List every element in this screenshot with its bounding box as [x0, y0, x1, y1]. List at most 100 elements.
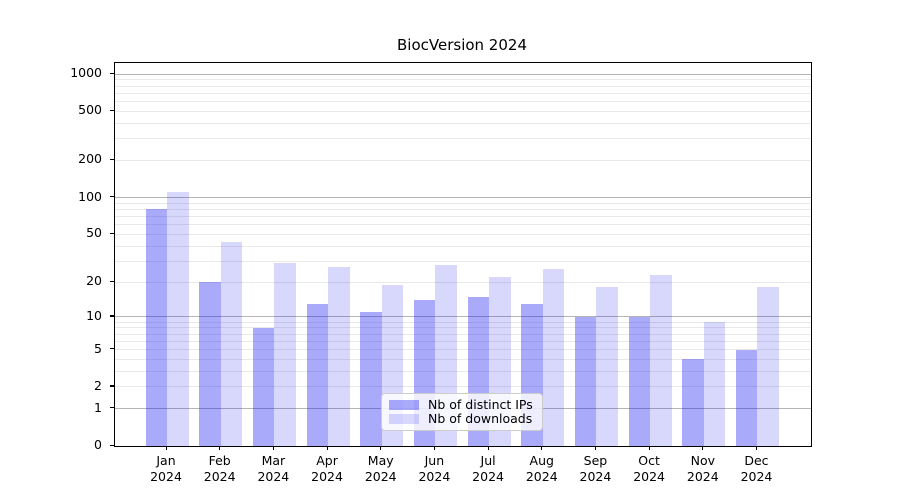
y-tick-label: 0	[94, 437, 102, 452]
gridline-minor	[115, 122, 811, 124]
plot-area: Nb of distinct IPs Nb of downloads	[114, 62, 812, 447]
y-tick-mark	[110, 315, 114, 317]
x-tick-label: Mar 2024	[257, 453, 290, 484]
legend-row-downloads: Nb of downloads	[389, 412, 534, 426]
y-tick-mark	[110, 72, 114, 74]
gridline-major	[115, 316, 811, 318]
x-tick-mark	[433, 446, 436, 450]
gridline-minor	[115, 224, 811, 226]
x-tick-label: Sep 2024	[579, 453, 612, 484]
gridline-minor	[115, 281, 811, 283]
bar-distinct-ips-oct	[628, 316, 651, 446]
legend-swatch-downloads	[389, 414, 419, 424]
gridline-minor	[115, 110, 811, 112]
x-tick-mark	[165, 446, 167, 450]
y-tick-mark	[110, 385, 114, 387]
legend-label-downloads: Nb of downloads	[428, 411, 533, 426]
x-tick-mark	[755, 446, 758, 450]
bar-distinct-ips-feb	[199, 282, 221, 446]
x-tick-label: Nov 2024	[686, 453, 719, 484]
bar-downloads-aug	[542, 268, 565, 446]
x-tick-mark	[648, 446, 650, 450]
y-tick-mark	[110, 158, 114, 161]
y-tick-label: 500	[78, 102, 102, 118]
x-tick-label: Jun 2024	[418, 453, 451, 484]
bar-downloads-dec	[757, 287, 779, 446]
y-tick-mark	[110, 280, 114, 282]
gridline-minor	[115, 92, 811, 94]
x-tick-mark	[272, 446, 275, 450]
gridline-minor	[115, 233, 811, 235]
bar-downloads-mar	[274, 262, 296, 446]
gridline-minor	[115, 85, 811, 87]
bar-downloads-jan	[167, 192, 189, 446]
x-tick-mark	[487, 446, 489, 450]
y-tick-label: 200	[78, 151, 102, 167]
gridline-minor	[115, 79, 811, 81]
gridline-minor	[115, 216, 811, 217]
gridline-minor	[115, 245, 811, 247]
bar-downloads-oct	[650, 274, 672, 446]
gridline-minor	[115, 370, 811, 372]
chart-title: BiocVersion 2024	[397, 36, 527, 54]
x-tick-mark	[594, 446, 597, 450]
x-tick-label: Jan 2024	[150, 453, 182, 484]
gridline-minor	[115, 340, 811, 342]
gridline-minor	[115, 260, 811, 262]
bar-distinct-ips-jan	[145, 209, 167, 446]
gridline-minor	[115, 208, 811, 210]
bar-distinct-ips-apr	[306, 303, 329, 446]
y-tick-mark	[110, 444, 114, 446]
bar-distinct-ips-sep	[574, 316, 597, 446]
x-tick-label: Dec 2024	[740, 453, 773, 484]
bar-downloads-nov	[703, 322, 726, 446]
gridline-minor	[115, 321, 811, 323]
y-tick-label: 1000	[70, 65, 102, 81]
gridline-minor	[115, 386, 811, 388]
gridline-minor	[115, 358, 811, 360]
x-tick-label: Jul 2024	[472, 453, 504, 484]
x-tick-label: Aug 2024	[525, 453, 558, 484]
y-tick-label: 100	[78, 188, 102, 204]
bar-distinct-ips-dec	[735, 349, 758, 446]
y-tick-mark	[110, 232, 114, 234]
bar-distinct-ips-mar	[252, 327, 275, 446]
legend: Nb of distinct IPs Nb of downloads	[381, 393, 543, 431]
x-tick-label: Oct 2024	[633, 453, 666, 484]
y-tick-label: 20	[86, 273, 102, 289]
bar-downloads-sep	[596, 287, 618, 446]
legend-row-distinct-ips: Nb of distinct IPs	[389, 398, 534, 412]
y-tick-label: 5	[94, 340, 102, 356]
bar-downloads-apr	[328, 266, 350, 446]
y-tick-label: 2	[94, 377, 102, 393]
x-tick-mark	[541, 446, 543, 450]
x-tick-mark	[326, 446, 328, 450]
y-tick-mark	[110, 348, 114, 350]
legend-swatch-distinct-ips	[389, 400, 419, 410]
y-tick-mark	[110, 109, 114, 111]
y-tick-label: 1	[94, 399, 102, 415]
gridline-minor	[115, 327, 811, 329]
x-tick-mark	[219, 446, 221, 450]
x-tick-label: May 2024	[364, 453, 397, 484]
bar-downloads-feb	[220, 242, 243, 446]
y-tick-label: 10	[86, 307, 102, 323]
gridline-minor	[115, 333, 811, 335]
y-tick-mark	[110, 407, 114, 409]
x-tick-label: Feb 2024	[203, 453, 236, 484]
gridline-minor	[115, 101, 811, 102]
legend-label-distinct-ips: Nb of distinct IPs	[428, 397, 533, 412]
gridline-minor	[115, 349, 811, 351]
y-tick-label: 50	[86, 225, 102, 241]
bar-distinct-ips-nov	[682, 359, 704, 446]
gridline-major	[115, 197, 811, 199]
x-tick-mark	[380, 446, 382, 450]
y-tick-mark	[110, 196, 114, 198]
gridline-major	[115, 73, 811, 75]
gridline-minor	[115, 202, 811, 204]
gridline-minor	[115, 159, 811, 161]
bar-distinct-ips-may	[360, 312, 382, 446]
x-tick-mark	[702, 446, 704, 450]
x-tick-label: Apr 2024	[311, 453, 343, 484]
